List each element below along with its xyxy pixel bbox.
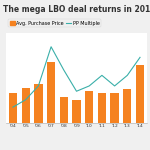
Bar — [136, 65, 144, 123]
Bar — [60, 97, 68, 123]
Bar — [47, 62, 55, 123]
Bar — [9, 93, 17, 123]
Bar — [72, 100, 81, 123]
Bar — [34, 84, 42, 123]
Bar — [111, 93, 119, 123]
Bar — [85, 91, 93, 123]
Bar — [98, 93, 106, 123]
Text: The mega LBO deal returns in 2014: The mega LBO deal returns in 2014 — [3, 4, 150, 14]
Bar — [22, 88, 30, 123]
Bar — [123, 89, 131, 123]
Legend: Avg. Purchase Price, PP Multiple: Avg. Purchase Price, PP Multiple — [8, 19, 101, 27]
